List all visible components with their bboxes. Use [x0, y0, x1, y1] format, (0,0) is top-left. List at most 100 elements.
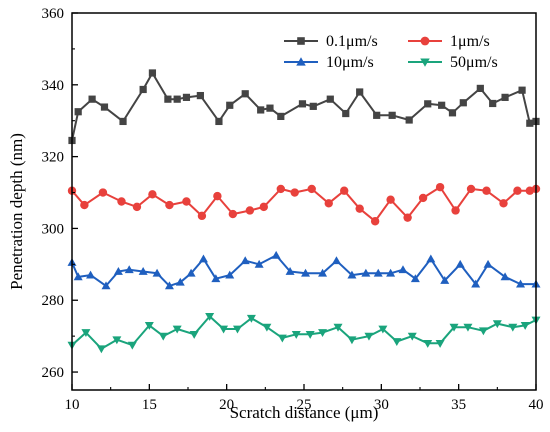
series-1-point [459, 99, 467, 107]
series-2-point [370, 217, 380, 226]
series-1-point [139, 85, 147, 94]
series-3-point [331, 256, 341, 265]
x-tick-label: 15 [142, 397, 157, 413]
series-4-point [318, 329, 328, 338]
series-2-point [182, 197, 191, 206]
series-3-point [410, 274, 420, 283]
series-2-point [513, 186, 522, 195]
series-3-point [198, 254, 208, 263]
series-3-point [240, 256, 250, 265]
series-2-point [197, 211, 207, 221]
series-1-point [196, 91, 204, 100]
series-3-point [101, 281, 111, 290]
series-2-point [245, 206, 255, 215]
y-tick-label: 260 [42, 365, 65, 381]
series-1-point [173, 95, 181, 103]
series-3-point [175, 277, 185, 286]
series-3-point [285, 267, 295, 275]
x-tick-label: 30 [374, 397, 389, 413]
legend-item-1: 0.1μm/s [284, 33, 378, 50]
series-1-point [476, 84, 484, 92]
series-2-point [482, 186, 491, 195]
series-1-point [257, 106, 265, 114]
series-2-point [340, 186, 349, 195]
y-axis-title: Penetration depth (nm) [7, 133, 26, 290]
x-tick-label: 20 [219, 397, 234, 413]
series-2-point [98, 188, 108, 197]
series-1-point [448, 109, 457, 117]
series-4-point [492, 320, 502, 329]
series-1-point [501, 93, 509, 101]
series-4-point [144, 321, 154, 330]
series-4-point [478, 327, 488, 336]
series-2-line [71, 186, 537, 223]
series-2-point [307, 184, 316, 194]
series-1-point [424, 100, 432, 108]
series-4-point [172, 325, 182, 334]
series-4-point [291, 330, 301, 339]
series-2-point [324, 199, 333, 208]
series-3-point [271, 250, 281, 259]
series-2-point [228, 209, 238, 219]
series-3-point [73, 272, 83, 281]
series-4-point [96, 345, 106, 354]
series-2-point [290, 188, 299, 197]
series-3-point [124, 265, 134, 274]
series-4-point [508, 323, 518, 332]
series-4-point [449, 323, 459, 332]
legend-label: 1μm/s [450, 33, 490, 50]
series-1-point [241, 90, 249, 98]
y-tick-label: 300 [42, 221, 65, 237]
series-3-point [225, 270, 235, 279]
series-2-point [213, 191, 222, 201]
series-4-point [423, 339, 433, 348]
series-2-point [355, 204, 364, 213]
series-4-point [219, 325, 229, 334]
series-2 [67, 182, 541, 226]
series-3-point [500, 272, 510, 281]
series-1-point [100, 103, 109, 111]
series-3-point [471, 279, 481, 288]
legend-marker [420, 36, 430, 46]
series-3-point [398, 265, 408, 274]
series-1-point [405, 116, 413, 124]
series-3-point [254, 259, 264, 268]
series-2-point [117, 197, 126, 206]
series-1-point [373, 111, 381, 119]
legend-label: 0.1μm/s [326, 33, 378, 50]
series-4-point [305, 330, 315, 339]
series-4-line [71, 315, 537, 350]
series-3-point [516, 279, 526, 288]
series-2-point [466, 184, 476, 194]
series-1-point [309, 102, 317, 110]
series-1-point [356, 88, 364, 96]
series-4-point [333, 323, 343, 332]
series-3-point [318, 268, 328, 277]
series-2-point [435, 182, 445, 192]
y-tick-label: 280 [42, 293, 65, 309]
series-2-point [499, 199, 508, 208]
legend-label: 10μm/s [326, 54, 374, 71]
series-1-point [164, 95, 172, 103]
series-1-point [88, 95, 96, 103]
series-4-point [81, 329, 91, 338]
legend-marker [297, 37, 305, 45]
series-2-point [259, 202, 268, 212]
series-4-point [347, 336, 357, 345]
series-2-point [148, 190, 157, 199]
series-4-point [246, 314, 256, 323]
series-1-point [215, 117, 223, 126]
series-4-point [392, 338, 402, 347]
series-4-point [407, 332, 417, 341]
series-2-point [418, 193, 428, 203]
series-1-point [526, 119, 534, 127]
series-1-point [326, 95, 334, 103]
series-1-point [119, 117, 127, 126]
series-2-point [386, 195, 395, 204]
series-1-point [298, 100, 307, 108]
series-3-point [361, 268, 371, 277]
series-2-point [132, 202, 142, 212]
legend-item-3: 10μm/s [284, 54, 374, 71]
series-1-point [489, 99, 497, 108]
series-3-point [455, 259, 465, 268]
